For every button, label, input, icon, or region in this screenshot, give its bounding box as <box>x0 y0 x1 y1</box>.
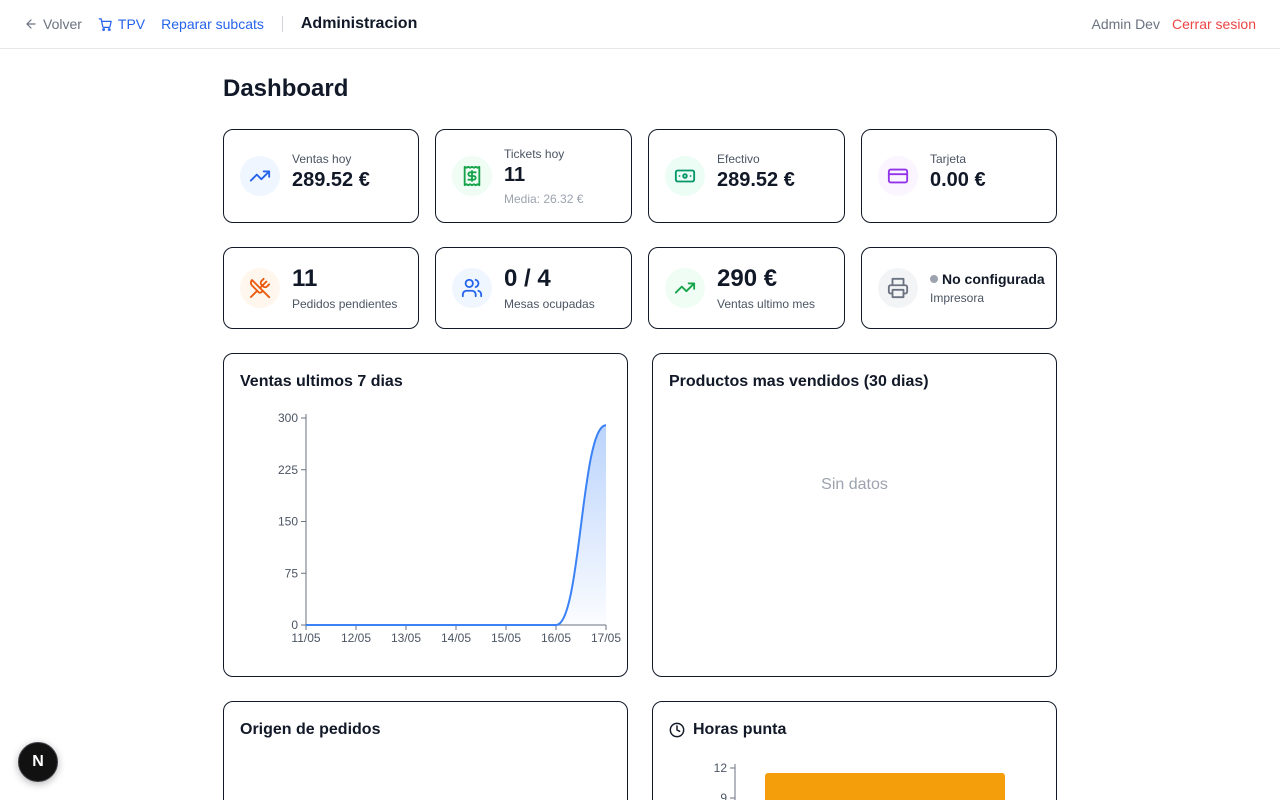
stat-label: Impresora <box>930 291 985 305</box>
nav-right-group: Admin Dev Cerrar sesion <box>1092 0 1257 48</box>
stat-value: 11 <box>504 163 526 186</box>
x-tick-label: 12/05 <box>341 631 371 645</box>
panel-horas-punta: Horas punta 12 9 <box>652 701 1057 800</box>
user-name: Admin Dev <box>1091 16 1160 32</box>
stat-label: Efectivo <box>717 152 760 166</box>
sales-series-line <box>305 424 607 626</box>
tpv-link-label: TPV <box>117 16 146 32</box>
y-tick-label: 12 <box>714 761 728 775</box>
sales-line-chart: 0 75 150 225 300 11/05 12/05 13/05 14/05 15/05 16/… <box>278 411 621 645</box>
panel-ventas-7-dias: Ventas ultimos 7 dias 0 75 150 225 300 11/05 1… <box>223 353 628 677</box>
stat-label: Ventas hoy <box>292 152 352 166</box>
users-icon <box>452 268 492 308</box>
panel-title: Origen de pedidos <box>240 721 381 738</box>
utensils-crossed-icon <box>240 268 280 308</box>
repair-subcats-link[interactable]: Reparar subcats <box>161 16 264 32</box>
y-tick-label: 150 <box>278 515 298 529</box>
nav-left-group: Volver TPV Reparar subcats Administracio… <box>24 0 417 48</box>
stat-value: 0.00 € <box>930 169 986 191</box>
dev-tools-button[interactable]: N <box>18 742 58 782</box>
x-tick-label: 14/05 <box>441 631 471 645</box>
trending-up-icon <box>665 268 705 308</box>
arrow-left-icon <box>26 19 36 29</box>
back-link-label: Volver <box>43 16 82 32</box>
stat-card-ventas-hoy: Ventas hoy 289.52 € <box>223 129 419 223</box>
x-tick-label: 17/05 <box>591 631 621 645</box>
status-dot <box>930 275 938 283</box>
nav-divider <box>281 16 283 32</box>
top-navbar: Volver TPV Reparar subcats Administracio… <box>0 0 1280 49</box>
stat-value: 289.52 € <box>717 169 795 191</box>
stat-card-ventas-mes: 290 € Ventas ultimo mes <box>648 247 845 329</box>
stat-card-tarjeta: Tarjeta 0.00 € <box>861 129 1057 223</box>
y-tick-label: 75 <box>285 566 299 580</box>
logout-button[interactable]: Cerrar sesion <box>1171 16 1256 32</box>
stat-card-tickets-hoy: Tickets hoy 11 Media: 26.32 € <box>435 129 632 223</box>
page-title: Dashboard <box>223 75 349 102</box>
stat-value: 11 <box>292 265 318 292</box>
stat-card-pedidos: 11 Pedidos pendientes <box>223 247 419 329</box>
banknote-icon <box>665 156 705 196</box>
x-tick-label: 15/05 <box>491 631 521 645</box>
stat-card-mesas: 0 / 4 Mesas ocupadas <box>435 247 632 329</box>
panel-title-text: Horas punta <box>693 721 787 738</box>
stat-card-impresora: No configurada Impresora <box>861 247 1057 329</box>
y-tick-label: 225 <box>278 463 298 477</box>
section-title: Administracion <box>300 15 418 32</box>
x-tick-label: 16/05 <box>541 631 571 645</box>
hours-bar-chart: 12 9 <box>714 761 1005 800</box>
shopping-cart-icon <box>98 17 112 31</box>
stat-value: 289.52 € <box>292 169 370 191</box>
y-tick-label: 0 <box>291 618 298 632</box>
clock-icon <box>669 722 685 738</box>
stat-label: Ventas ultimo mes <box>717 297 816 311</box>
x-tick-label: 11/05 <box>291 631 320 645</box>
printer-icon <box>878 268 918 308</box>
stat-label: Tickets hoy <box>504 146 565 161</box>
back-link[interactable]: Volver <box>24 16 82 32</box>
stat-label: Mesas ocupadas <box>504 297 595 311</box>
y-tick-label: 9 <box>720 791 727 800</box>
credit-card-icon <box>878 156 918 196</box>
stat-value: 0 / 4 <box>504 265 551 292</box>
panel-title: Ventas ultimos 7 dias <box>240 373 403 390</box>
stat-label: Pedidos pendientes <box>292 297 398 311</box>
hour-bar <box>765 773 1005 800</box>
sales-area-fill <box>306 425 606 625</box>
panel-title: Productos mas vendidos (30 dias) <box>669 373 929 390</box>
panel-origen-pedidos: Origen de pedidos <box>223 701 628 800</box>
empty-state: Sin datos <box>821 476 888 493</box>
panel-productos-vendidos: Productos mas vendidos (30 dias) Sin dat… <box>652 353 1057 677</box>
tpv-link[interactable]: TPV <box>98 16 145 32</box>
printer-status-text: No configurada <box>942 271 1045 287</box>
stat-subtext: Media: 26.32 € <box>504 191 584 206</box>
dev-tools-letter: N <box>32 753 44 770</box>
trending-up-icon <box>240 156 280 196</box>
printer-status: No configurada <box>930 271 1045 287</box>
stat-label: Tarjeta <box>930 152 967 166</box>
y-tick-label: 300 <box>278 411 298 425</box>
stat-card-efectivo: Efectivo 289.52 € <box>648 129 845 223</box>
panel-title: Horas punta <box>669 721 786 739</box>
receipt-icon <box>452 156 492 196</box>
stat-value: 290 € <box>717 265 778 292</box>
x-tick-label: 13/05 <box>391 631 421 645</box>
